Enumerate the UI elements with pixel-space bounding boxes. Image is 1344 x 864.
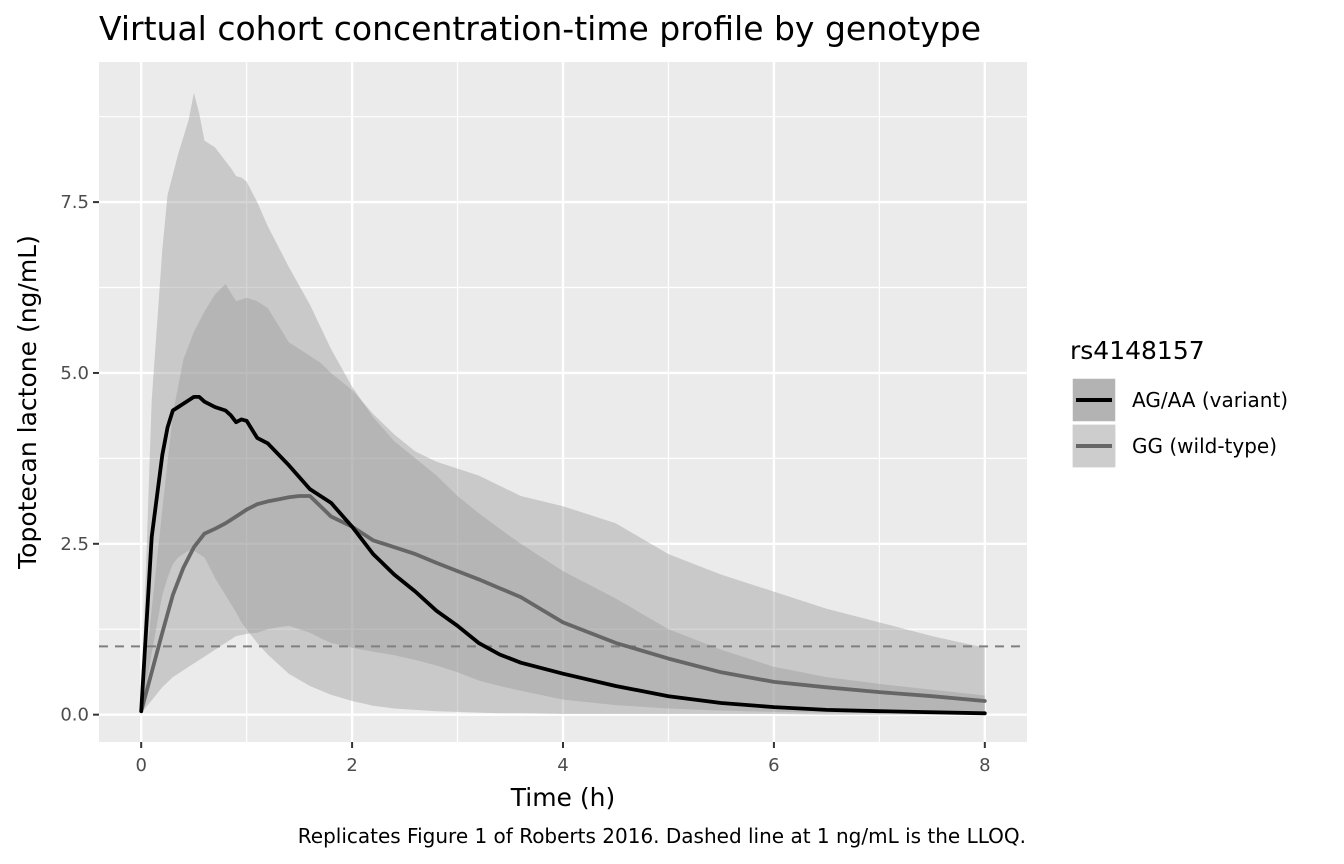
- major-gridlines: [99, 62, 1027, 742]
- axes: 0 2 4 6 8 0.0 2.5 5.0 7.5: [60, 192, 990, 776]
- legend-label: GG (wild-type): [1132, 434, 1277, 458]
- y-tick-label: 5.0: [60, 363, 89, 384]
- line-gg: [139, 494, 987, 714]
- x-tick-label: 2: [346, 755, 357, 776]
- y-tick-label: 0.0: [60, 705, 89, 726]
- x-axis-title: Time (h): [510, 783, 615, 812]
- x-tick-label: 6: [768, 755, 779, 776]
- series-lines: [139, 394, 987, 716]
- x-tick-label: 4: [557, 755, 568, 776]
- chart-title: Virtual cohort concentration-time profil…: [99, 9, 981, 48]
- legend-title: rs4148157: [1070, 336, 1205, 365]
- confidence-ribbons: [141, 92, 985, 715]
- x-tick-label: 0: [135, 755, 146, 776]
- ribbon-gg: [141, 284, 985, 714]
- y-tick-label: 2.5: [60, 534, 89, 555]
- line-ag-aa: [139, 394, 987, 716]
- legend: rs4148157 AG/AA (variant) GG (wild-type): [1070, 336, 1288, 469]
- legend-label: AG/AA (variant): [1132, 388, 1288, 412]
- y-tick-label: 7.5: [60, 192, 89, 213]
- ribbon-ag-aa: [141, 92, 985, 715]
- x-tick-label: 8: [979, 755, 990, 776]
- chart-caption: Replicates Figure 1 of Roberts 2016. Das…: [298, 824, 1026, 848]
- y-axis-title: Topotecan lactone (ng/mL): [13, 235, 42, 570]
